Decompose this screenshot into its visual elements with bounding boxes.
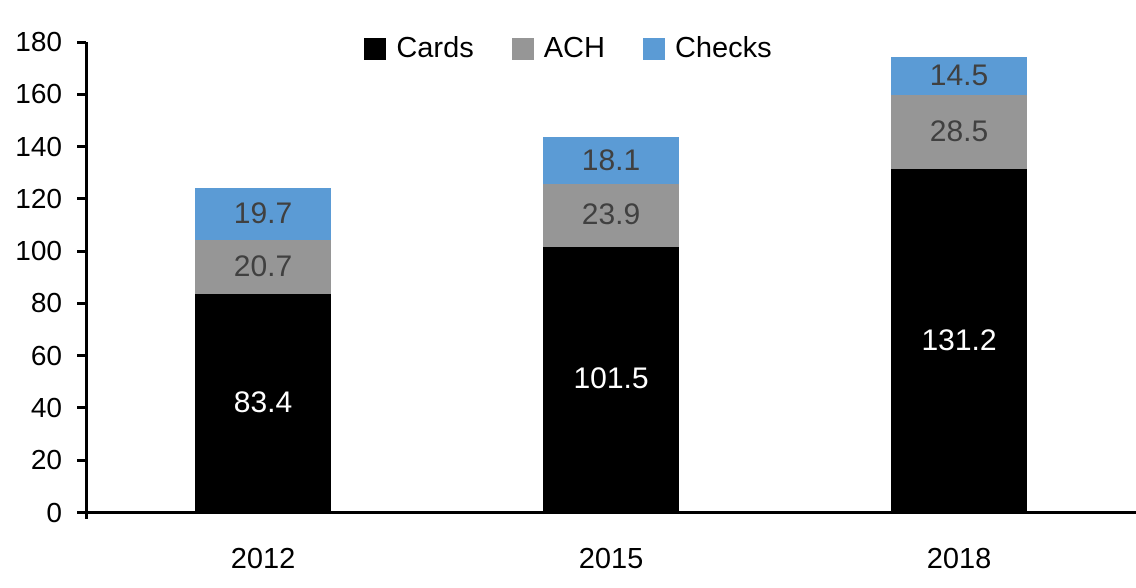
bar-segment-checks: 14.5 xyxy=(891,56,1027,95)
y-axis-tick-label: 120 xyxy=(15,182,62,214)
bar-segment-label: 101.5 xyxy=(573,362,649,396)
y-axis-tick-label: 40 xyxy=(30,391,62,423)
y-axis-tick-label: 80 xyxy=(30,287,62,319)
bar-segment-label: 83.4 xyxy=(233,386,293,419)
y-axis-tick-label: 100 xyxy=(15,235,62,267)
legend-label-ach: ACH xyxy=(543,32,605,64)
ach-swatch-icon xyxy=(511,37,534,60)
legend-label-cards: Cards xyxy=(396,32,474,64)
legend-item-cards: Cards xyxy=(364,32,474,64)
x-axis-label: 2012 xyxy=(230,543,296,575)
bar-segment-cards: 83.4 xyxy=(195,294,331,512)
bar-segment-label: 14.5 xyxy=(929,58,989,92)
y-axis-tick xyxy=(77,511,86,514)
y-axis-tick xyxy=(77,92,86,96)
y-axis-tick xyxy=(77,354,86,358)
bar-segment-ach: 28.5 xyxy=(891,94,1027,170)
bar-segment-ach: 20.7 xyxy=(195,239,331,295)
legend-item-checks: Checks xyxy=(642,32,772,64)
bar-segment-checks: 18.1 xyxy=(543,136,679,185)
x-axis-label: 2015 xyxy=(578,543,644,575)
bar-segment-cards: 101.5 xyxy=(543,246,679,512)
x-axis-line xyxy=(77,511,1136,514)
y-axis-tick xyxy=(77,197,86,201)
bar-segment-label: 28.5 xyxy=(929,114,989,148)
y-axis-tick-label: 60 xyxy=(30,339,62,371)
y-axis-tick-label: 20 xyxy=(30,444,62,476)
y-axis-line xyxy=(85,42,88,519)
y-axis-tick xyxy=(77,249,86,253)
y-axis-tick xyxy=(77,301,86,305)
y-axis-tick-label: 160 xyxy=(15,78,62,110)
bar-segment-label: 131.2 xyxy=(921,323,997,357)
bar-segment-checks: 19.7 xyxy=(195,188,331,240)
y-axis-tick xyxy=(77,40,86,44)
y-axis-tick-label: 140 xyxy=(15,130,62,162)
bar-segment-ach: 23.9 xyxy=(543,184,679,247)
cards-swatch-icon xyxy=(364,37,387,60)
chart-legend: Cards ACH Checks xyxy=(0,34,1136,63)
bar-segment-label: 20.7 xyxy=(233,249,293,283)
y-axis-tick xyxy=(77,406,86,410)
bar-segment-label: 19.7 xyxy=(233,197,293,231)
bar-segment-label: 23.9 xyxy=(581,198,641,232)
y-axis-tick xyxy=(77,145,86,149)
y-axis-tick-label: 0 xyxy=(46,496,62,528)
bar-segment-label: 18.1 xyxy=(581,143,641,177)
x-axis-label: 2018 xyxy=(926,543,992,575)
y-axis-tick xyxy=(77,458,86,462)
checks-swatch-icon xyxy=(642,37,665,60)
y-axis-tick-label: 180 xyxy=(15,26,62,57)
legend-label-checks: Checks xyxy=(674,32,772,64)
legend-item-ach: ACH xyxy=(511,32,605,64)
bar-segment-cards: 131.2 xyxy=(891,169,1027,512)
